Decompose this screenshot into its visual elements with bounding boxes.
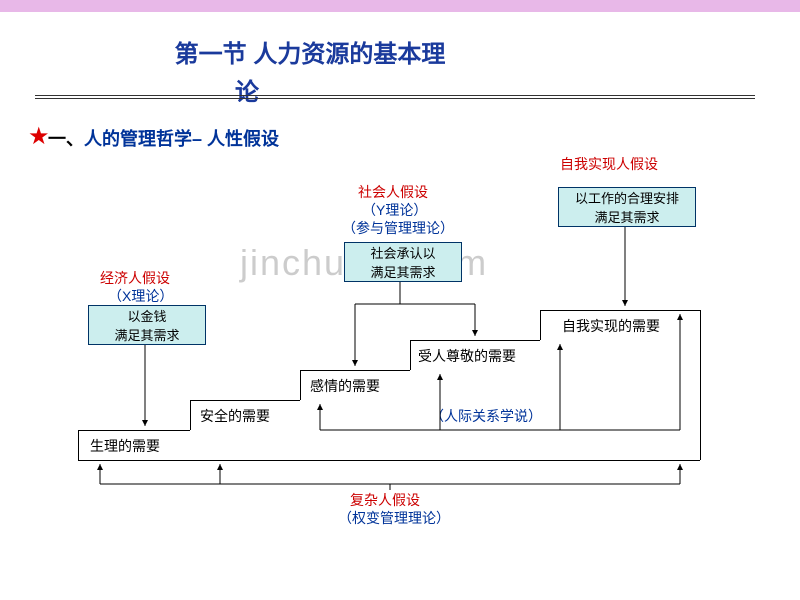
complex-title: 复杂人假设 [350, 490, 420, 510]
economic-box-l2: 满足其需求 [114, 325, 179, 344]
section-subtitle: 一、人的管理哲学– 人性假设 [48, 125, 279, 151]
title-rule-2 [35, 98, 755, 99]
need-2: 安全的需要 [200, 406, 270, 426]
social-box: 社会承认以 满足其需求 [344, 242, 462, 282]
need-4: 受人尊敬的需要 [418, 346, 516, 366]
step-bottom [78, 460, 700, 461]
step-right [700, 310, 701, 460]
economic-box-l1: 以金钱 [127, 306, 166, 325]
page-title-line1: 第一节 人力资源的基本理 [60, 34, 560, 69]
social-box-l2: 满足其需求 [370, 262, 435, 281]
self-box-l1: 以工作的合理安排 [575, 188, 679, 207]
title-rule-1 [35, 95, 755, 96]
self-title: 自我实现人假设 [560, 154, 658, 174]
subtitle-main: 人的管理哲学– 人性假设 [84, 129, 279, 149]
need-1: 生理的需要 [90, 436, 160, 456]
self-box-l2: 满足其需求 [594, 207, 659, 226]
economic-box: 以金钱 满足其需求 [88, 305, 206, 345]
economic-title: 经济人假设 [100, 268, 170, 288]
subtitle-prefix: 一、 [48, 129, 84, 149]
top-bar [0, 0, 800, 12]
social-box-l1: 社会承认以 [370, 243, 435, 262]
social-sub1: （Y理论） [362, 200, 427, 220]
need-3: 感情的需要 [310, 376, 380, 396]
social-title: 社会人假设 [358, 182, 428, 202]
self-box: 以工作的合理安排 满足其需求 [558, 187, 696, 227]
complex-sub: （权变管理理论） [338, 508, 450, 528]
slide-content: jinchutou.com 第一节 人力资源的基本理 论 ★ 一、人的管理哲学–… [0, 12, 800, 600]
need-5: 自我实现的需要 [562, 316, 660, 336]
relation-label: （人际关系学说） [430, 406, 542, 426]
social-sub2: （参与管理理论） [342, 218, 454, 238]
economic-sub: （X理论） [108, 286, 173, 306]
page-title-line2: 论 [235, 72, 259, 107]
star-icon: ★ [28, 122, 50, 151]
